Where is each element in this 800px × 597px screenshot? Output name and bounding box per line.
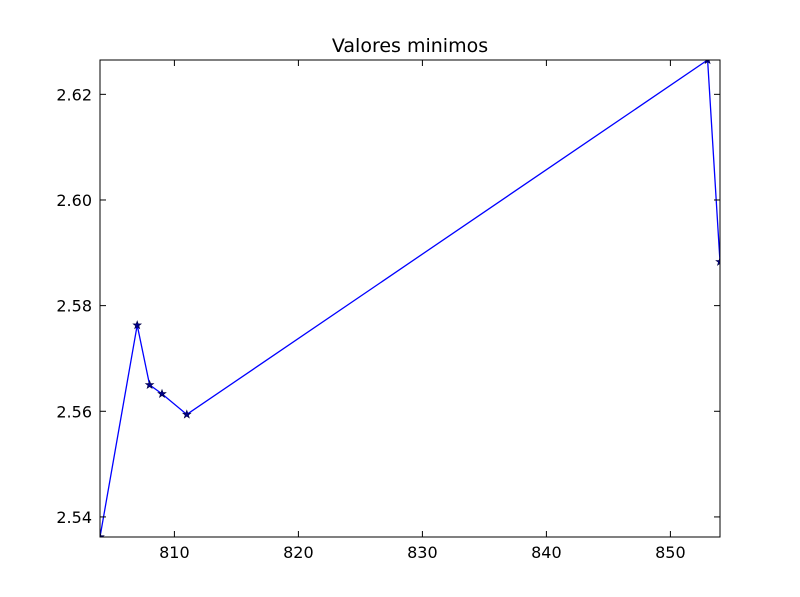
y-tick-label: 2.54 [56, 508, 92, 527]
x-tick-label: 810 [159, 543, 190, 562]
data-point-star [704, 60, 711, 65]
data-point-star [715, 256, 720, 266]
data-point-star [181, 409, 192, 419]
x-tick-label: 820 [283, 543, 314, 562]
data-point-star [157, 388, 167, 398]
y-tick-label: 2.58 [56, 297, 92, 316]
chart-title: Valores minimos [332, 35, 488, 57]
y-tick-label: 2.60 [56, 191, 92, 210]
data-point-star [144, 379, 155, 389]
x-tick-label: 830 [407, 543, 438, 562]
x-tick-label: 840 [531, 543, 562, 562]
plot-area: 810 820 830 840 850 2.54 2.56 2.58 2.60 2.62 [56, 59, 721, 562]
x-tick-label: 850 [655, 543, 686, 562]
series-group [100, 60, 720, 537]
data-point-star [100, 531, 105, 537]
data-point-star [132, 320, 143, 330]
y-tick-label: 2.62 [56, 85, 92, 104]
y-tick-label: 2.56 [56, 402, 92, 421]
axes-frame [99, 59, 721, 538]
